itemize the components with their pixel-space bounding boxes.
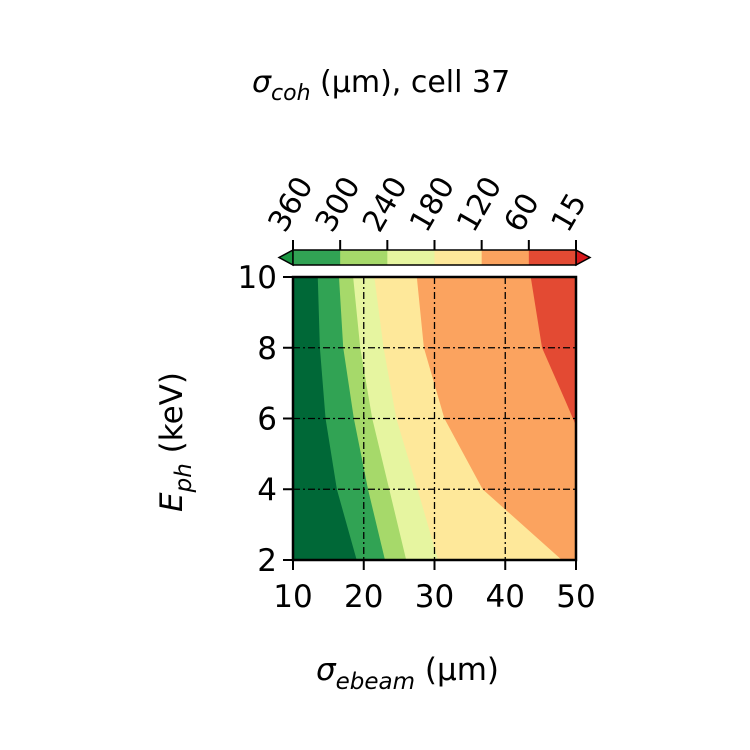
x-axis-title: σebeam (μm) bbox=[316, 652, 499, 695]
colorbar-title-symbol: σ bbox=[252, 65, 272, 100]
colorbar-bin-3 bbox=[434, 250, 483, 265]
colorbar-title-sub: coh bbox=[271, 81, 311, 106]
x-tick-label-1: 20 bbox=[344, 579, 383, 615]
y-tick-label-0: 2 bbox=[257, 543, 277, 579]
y-axis-title: Eph (keV) bbox=[154, 372, 197, 512]
colorbar-tick-label-1: 300 bbox=[309, 171, 368, 238]
y-tick-label-4: 10 bbox=[238, 260, 277, 296]
x-axis-title-sub: ebeam bbox=[336, 669, 415, 695]
colorbar-bin-0 bbox=[293, 250, 341, 265]
colorbar-title-rest: (μm), cell 37 bbox=[311, 65, 511, 100]
x-tick-label-3: 40 bbox=[486, 579, 525, 615]
colorbar-tick-label-0: 360 bbox=[262, 171, 321, 238]
colorbar bbox=[277, 248, 592, 267]
y-tick-label-3: 8 bbox=[257, 331, 277, 367]
y-tick-label-1: 4 bbox=[257, 472, 277, 508]
x-tick-label-2: 30 bbox=[415, 579, 454, 615]
colorbar-title: σcoh (μm), cell 37 bbox=[252, 65, 510, 106]
y-axis-ticks: 2 4 6 8 10 bbox=[238, 260, 293, 579]
x-tick-label-4: 50 bbox=[556, 579, 595, 615]
colorbar-tick-label-6: 15 bbox=[545, 187, 594, 238]
y-axis-title-sub: ph bbox=[171, 463, 197, 493]
colorbar-bin-5 bbox=[528, 250, 577, 265]
colorbar-bin-1 bbox=[340, 250, 388, 265]
colorbar-bin-4 bbox=[481, 250, 530, 265]
x-tick-label-0: 10 bbox=[273, 579, 312, 615]
colorbar-extend-low bbox=[277, 248, 294, 267]
y-axis-title-symbol: E bbox=[154, 492, 190, 512]
x-axis-ticks: 10 20 30 40 50 bbox=[273, 560, 596, 615]
x-axis-title-rest: (μm) bbox=[415, 652, 499, 688]
y-axis-title-rest: (keV) bbox=[154, 372, 190, 463]
colorbar-bin-2 bbox=[387, 250, 435, 265]
colorbar-tick-label-3: 180 bbox=[403, 171, 462, 238]
colorbar-extend-high bbox=[575, 248, 592, 267]
y-tick-label-2: 6 bbox=[257, 402, 277, 438]
grid-lines bbox=[293, 277, 576, 560]
x-axis-title-symbol: σ bbox=[316, 652, 337, 688]
colorbar-tick-label-4: 120 bbox=[450, 171, 509, 238]
colorbar-tick-label-2: 240 bbox=[356, 171, 415, 238]
